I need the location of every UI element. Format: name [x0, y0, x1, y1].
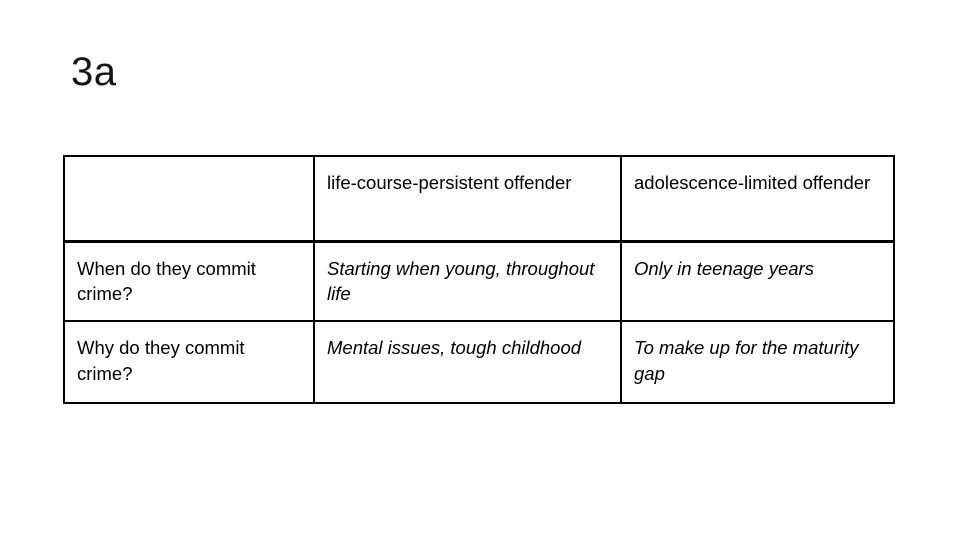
answer-cell-when-adolescence: Only in teenage years	[620, 240, 895, 322]
slide-title: 3a	[71, 50, 117, 94]
header-cell-empty	[63, 155, 315, 243]
table-row-when: When do they commit crime? Starting when…	[63, 240, 895, 322]
question-cell-why: Why do they commit crime?	[63, 320, 315, 404]
header-cell-adolescence-limited: adolescence-limited offender	[620, 155, 895, 243]
table-row-why: Why do they commit crime? Mental issues,…	[63, 320, 895, 404]
answer-cell-why-life-course: Mental issues, tough childhood	[313, 320, 622, 404]
answer-cell-why-adolescence: To make up for the maturity gap	[620, 320, 895, 404]
question-cell-when: When do they commit crime?	[63, 240, 315, 322]
table-header-row: life-course-persistent offender adolesce…	[63, 155, 895, 243]
offender-comparison-table: life-course-persistent offender adolesce…	[63, 155, 895, 404]
header-cell-life-course-persistent: life-course-persistent offender	[313, 155, 622, 243]
answer-cell-when-life-course: Starting when young, throughout life	[313, 240, 622, 322]
